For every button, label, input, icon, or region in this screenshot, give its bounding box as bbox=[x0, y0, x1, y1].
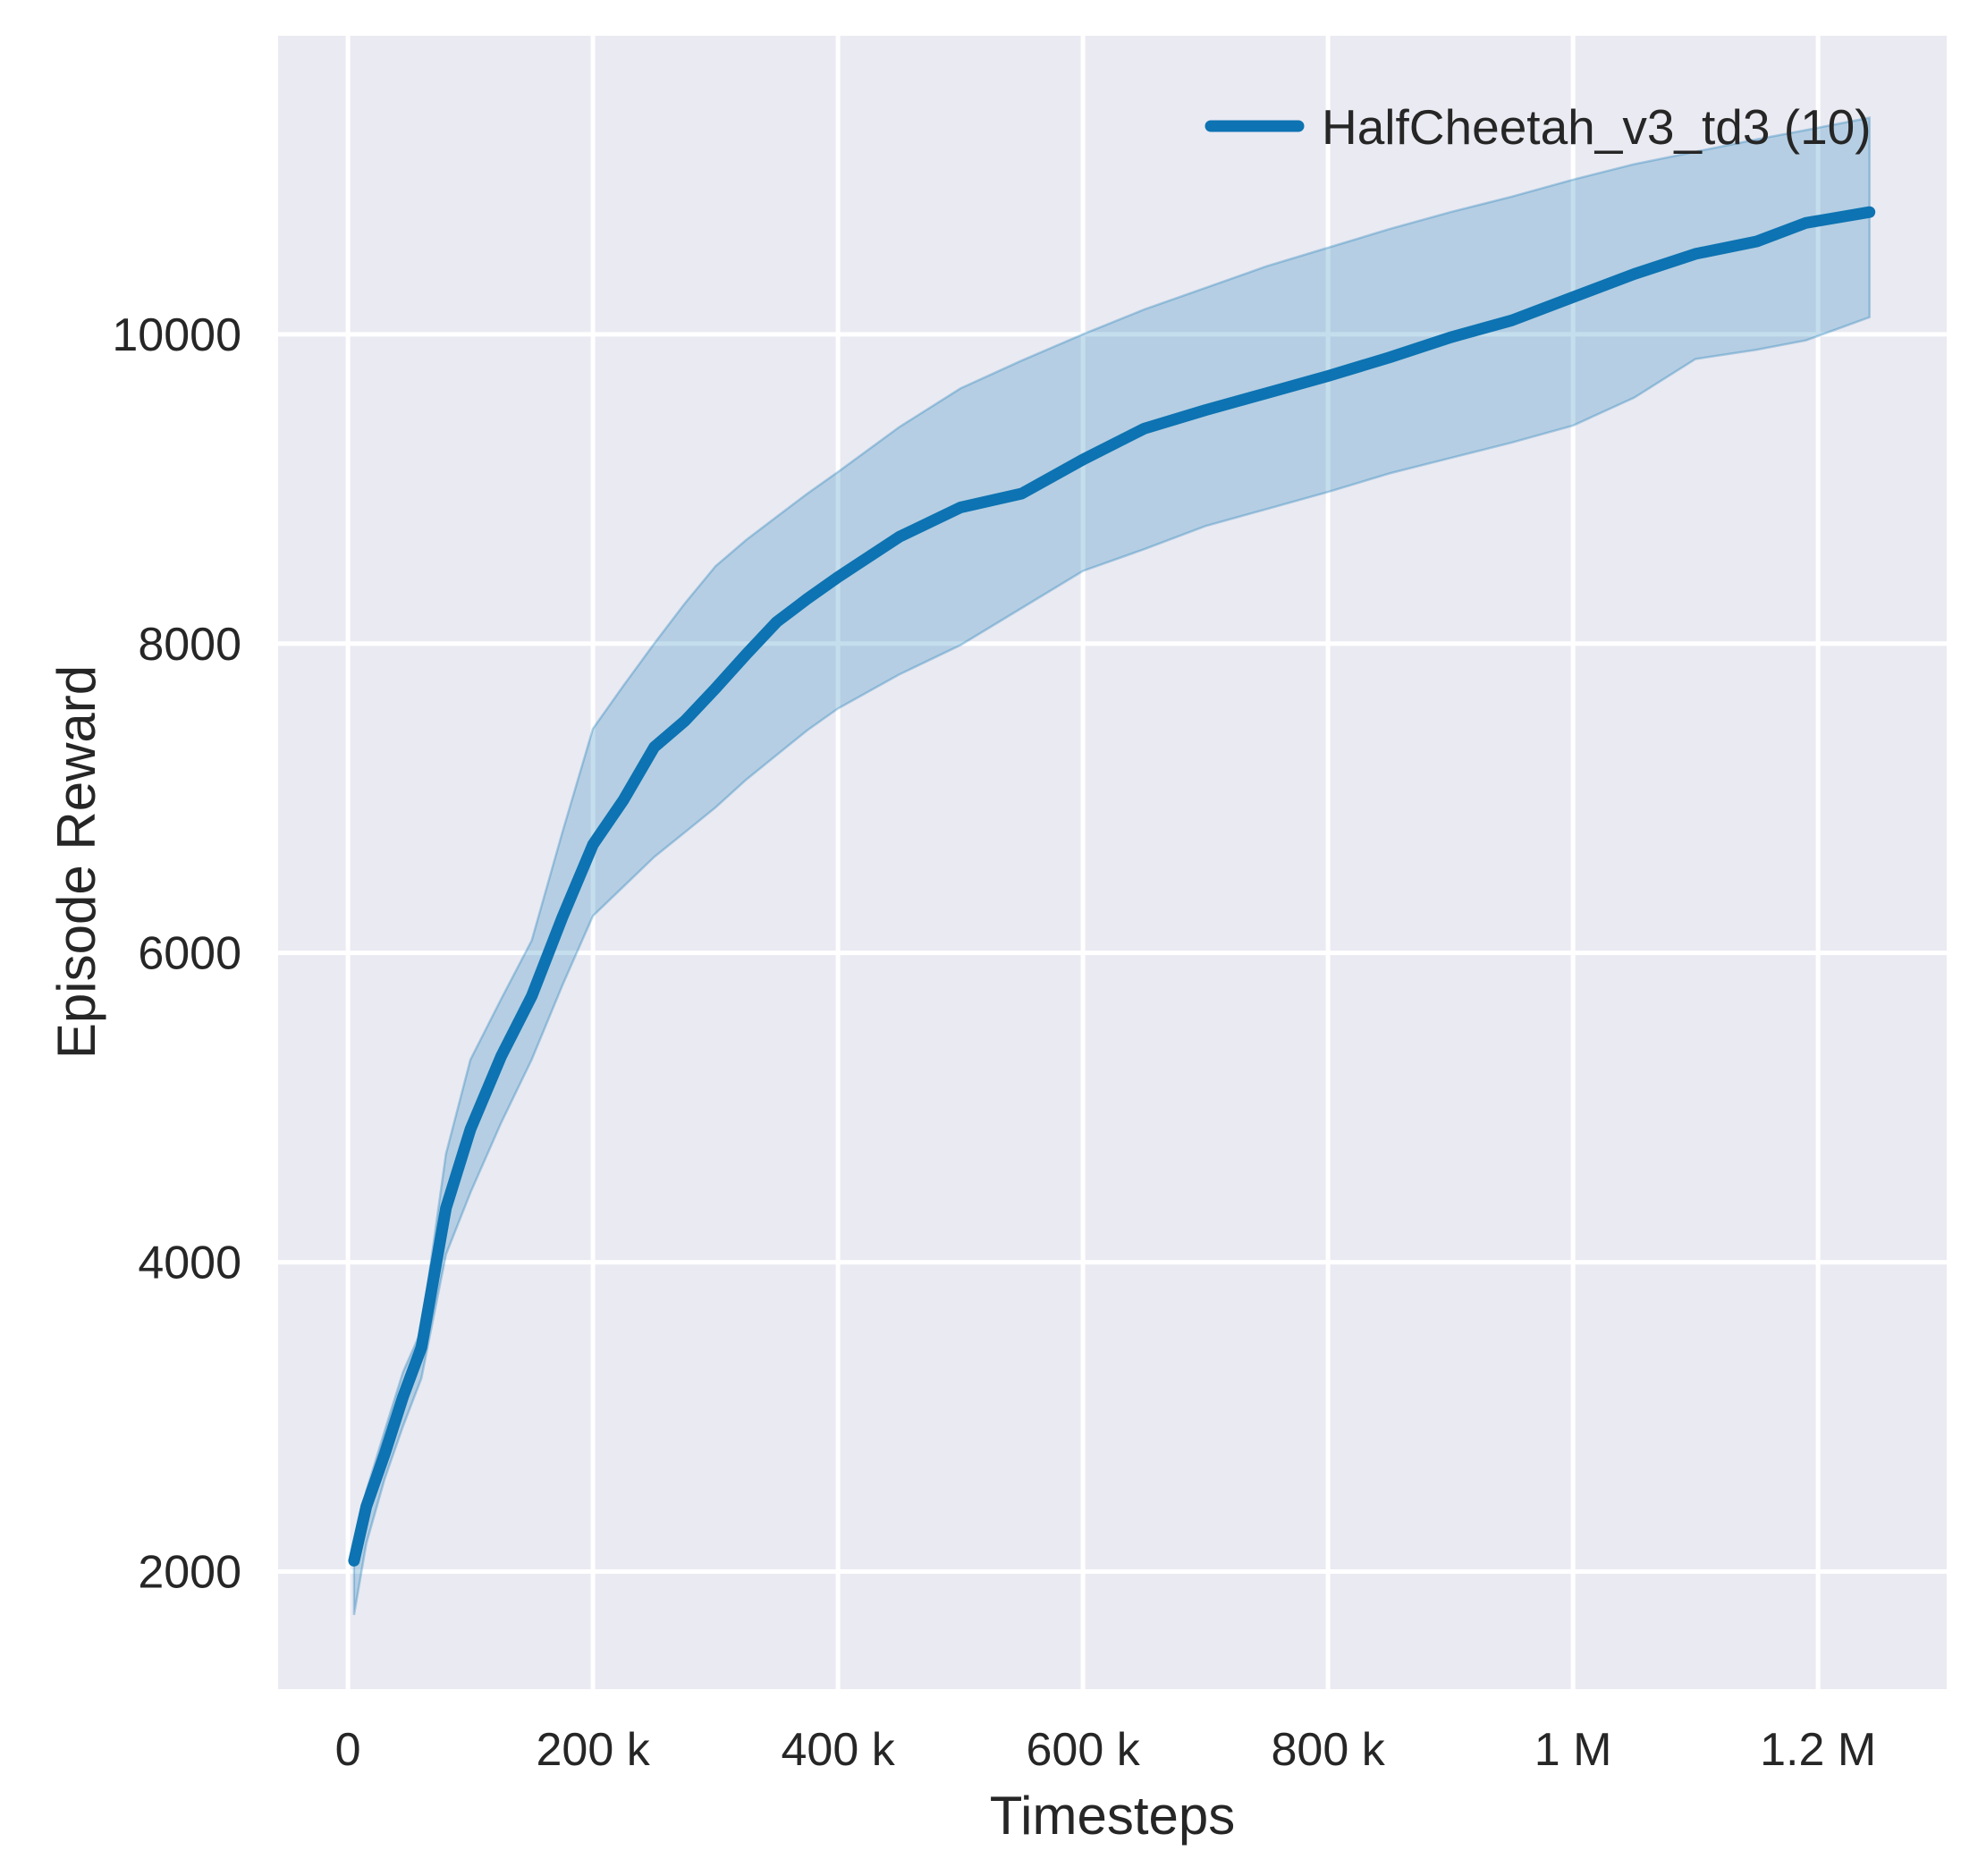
x-tick-label: 1.2 M bbox=[1760, 1724, 1876, 1776]
mean-reward-line bbox=[348, 206, 1876, 1567]
x-tick-label: 800 k bbox=[1272, 1724, 1386, 1776]
x-tick-label: 600 k bbox=[1027, 1724, 1141, 1776]
x-axis-title: Timesteps bbox=[990, 1786, 1236, 1846]
axes-background bbox=[278, 36, 1947, 1689]
legend-label: HalfCheetah_v3_td3 (10) bbox=[1322, 99, 1872, 155]
x-tick-label: 0 bbox=[335, 1724, 361, 1776]
y-tick-label: 2000 bbox=[138, 1547, 241, 1599]
y-axis-title: Episode Reward bbox=[46, 665, 106, 1059]
grid-lines bbox=[278, 36, 1947, 1689]
y-tick-label: 8000 bbox=[138, 619, 241, 671]
x-tick-labels: 0 200 k 400 k 600 k 800 k 1 M 1.2 M bbox=[335, 1724, 1877, 1776]
x-tick-label: 200 k bbox=[536, 1724, 650, 1776]
y-tick-labels: 2000 4000 6000 8000 10000 bbox=[112, 309, 241, 1599]
x-tick-label: 1 M bbox=[1534, 1724, 1612, 1776]
legend: HalfCheetah_v3_td3 (10) bbox=[1205, 99, 1872, 155]
y-tick-label: 4000 bbox=[138, 1238, 241, 1289]
series-layer bbox=[348, 116, 1876, 1616]
y-tick-label: 10000 bbox=[112, 309, 241, 361]
confidence-band bbox=[352, 116, 1871, 1616]
plot-background bbox=[278, 36, 1947, 1689]
x-tick-label: 400 k bbox=[782, 1724, 896, 1776]
y-tick-label: 6000 bbox=[138, 928, 241, 980]
